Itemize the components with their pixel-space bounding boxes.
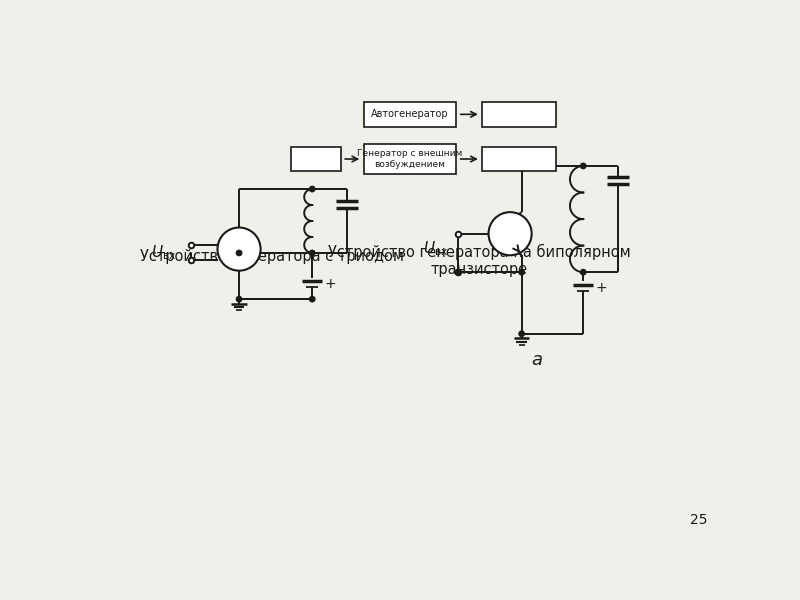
Text: Устройство генератора с триодом: Устройство генератора с триодом [141,250,405,264]
Text: 25: 25 [690,513,707,527]
Circle shape [581,269,586,275]
Text: $U_{\rm вх}$: $U_{\rm вх}$ [151,243,177,262]
Text: $U_{\rm вх}$: $U_{\rm вх}$ [423,240,449,259]
Bar [482,102,555,127]
Circle shape [455,269,461,275]
Circle shape [581,163,586,169]
Circle shape [310,187,315,192]
Bar [290,146,341,172]
Text: +: + [325,277,336,291]
Bar [482,146,555,172]
Bar [364,143,456,175]
Circle shape [236,296,242,302]
Circle shape [519,269,524,275]
Circle shape [218,227,261,271]
Circle shape [310,250,315,256]
Circle shape [236,250,242,256]
Text: Автогенератор: Автогенератор [371,109,449,119]
Circle shape [489,212,532,255]
Bar [364,102,456,127]
Circle shape [310,296,315,302]
Text: Генератор с внешним
возбуждением: Генератор с внешним возбуждением [358,149,462,169]
Text: a: a [531,351,542,369]
Text: Устройство генератора на биполярном
транзисторе: Устройство генератора на биполярном тран… [328,244,630,277]
Circle shape [519,331,524,337]
Text: +: + [595,281,607,295]
